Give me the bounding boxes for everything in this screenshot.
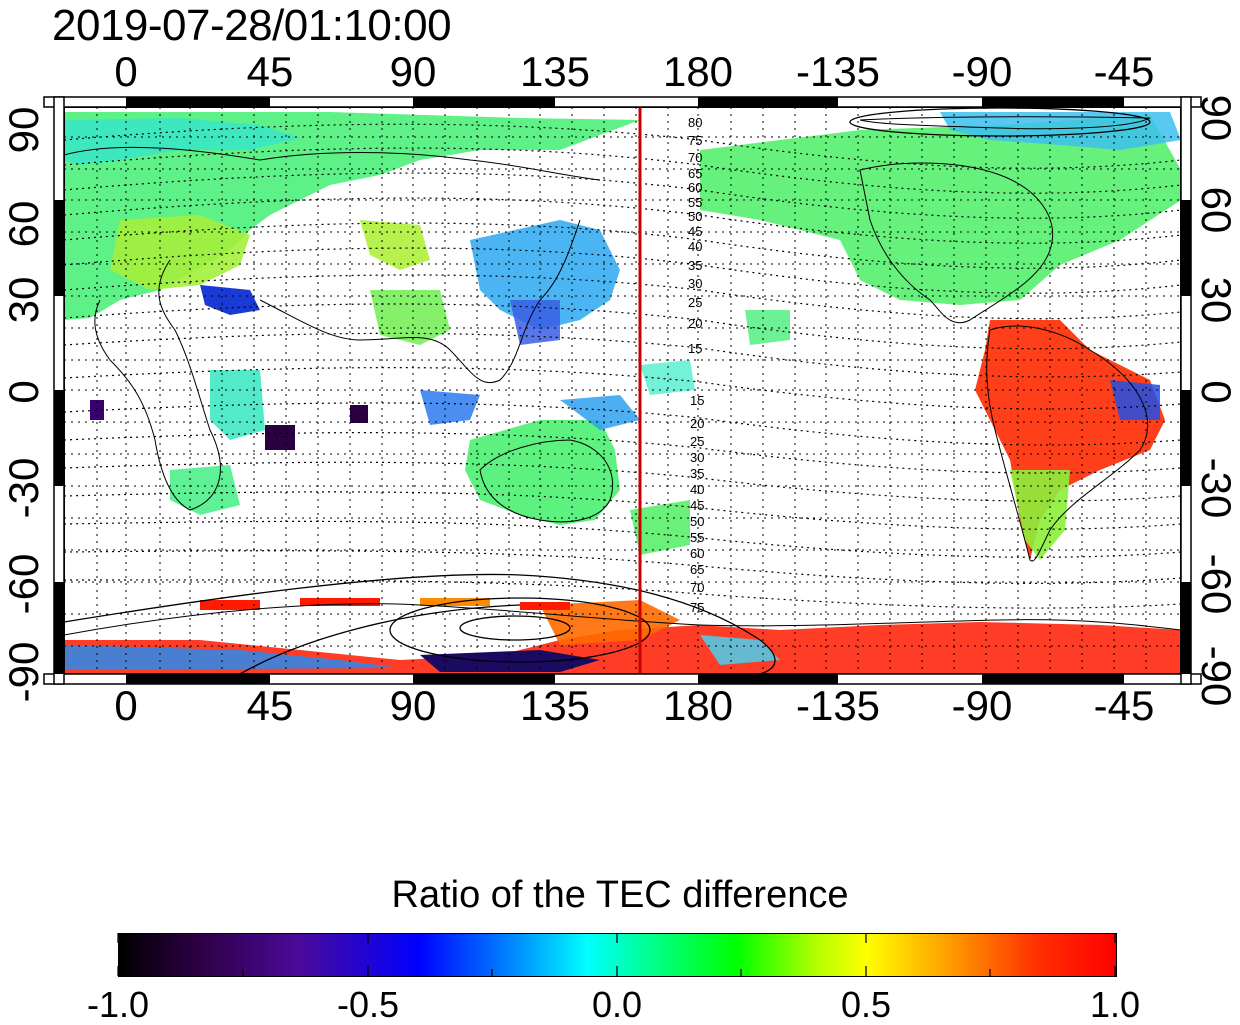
frame-ticks <box>43 96 1202 685</box>
colorbar-title: Ratio of the TEC difference <box>391 874 849 916</box>
colorbar-tick-label: -1.0 <box>86 984 150 1025</box>
tec-data-layer <box>64 112 1181 674</box>
contour-label: 20 <box>690 416 704 431</box>
contour-labels-south: 15 20 25 30 35 40 45 50 55 60 65 70 75 <box>690 393 704 615</box>
contour-label: 30 <box>688 276 702 291</box>
colorbar-tick-label: 1.0 <box>1089 984 1141 1025</box>
top-lon-label: -135 <box>795 48 881 95</box>
bottom-lon-label: -135 <box>795 682 881 729</box>
contour-label: 60 <box>688 180 702 195</box>
top-lon-label: 90 <box>389 48 437 95</box>
contour-label: 65 <box>688 166 702 181</box>
contour-label: 20 <box>688 316 702 331</box>
colorbar-tick-label: 0.5 <box>840 984 892 1025</box>
contour-label: 45 <box>688 224 702 239</box>
contour-label: 35 <box>690 466 704 481</box>
polar-contours <box>64 107 1151 674</box>
top-lon-label: -45 <box>1093 48 1155 95</box>
colorbar-tick-label: 0.0 <box>591 984 643 1025</box>
contour-label: 75 <box>690 600 704 615</box>
contour-label: 55 <box>690 530 704 545</box>
bottom-lon-label: 180 <box>662 682 734 729</box>
contour-label: 50 <box>690 514 704 529</box>
bottom-lon-label: 0 <box>114 682 138 729</box>
contour-label: 30 <box>690 450 704 465</box>
contour-label: 65 <box>690 562 704 577</box>
contour-label: 15 <box>690 393 704 408</box>
contour-label: 40 <box>688 239 702 254</box>
top-lon-label: 180 <box>662 48 734 95</box>
bottom-lon-label: 135 <box>519 682 591 729</box>
map-timestamp: 2019-07-28/01:10:00 <box>52 1 452 50</box>
contour-label: 50 <box>688 209 702 224</box>
bottom-lon-label: 45 <box>246 682 294 729</box>
tec-map: 80 75 70 65 60 55 50 45 40 35 30 25 20 1… <box>43 96 1202 685</box>
contour-label: 70 <box>690 580 704 595</box>
top-lon-label: 0 <box>114 48 138 95</box>
bottom-lon-label: -90 <box>951 682 1013 729</box>
contour-labels-north: 80 75 70 65 60 55 50 45 40 35 30 25 20 1… <box>688 115 702 356</box>
contour-label: 40 <box>690 482 704 497</box>
contour-label: 35 <box>688 258 702 273</box>
coastlines <box>64 116 1181 636</box>
bottom-lon-label: -45 <box>1093 682 1155 729</box>
contour-label: 25 <box>688 295 702 310</box>
contour-label: 60 <box>690 546 704 561</box>
colorbar-tick-label: -0.5 <box>336 984 400 1025</box>
contour-label: 25 <box>690 434 704 449</box>
top-lon-label: 135 <box>519 48 591 95</box>
contour-label: 55 <box>688 195 702 210</box>
contour-label: 70 <box>688 150 702 165</box>
contour-label: 45 <box>690 498 704 513</box>
contour-label: 80 <box>688 115 702 130</box>
top-lon-label: 45 <box>246 48 294 95</box>
top-lon-label: -90 <box>951 48 1013 95</box>
contour-label: 75 <box>688 133 702 148</box>
bottom-lon-label: 90 <box>389 682 437 729</box>
contour-label: 15 <box>688 341 702 356</box>
